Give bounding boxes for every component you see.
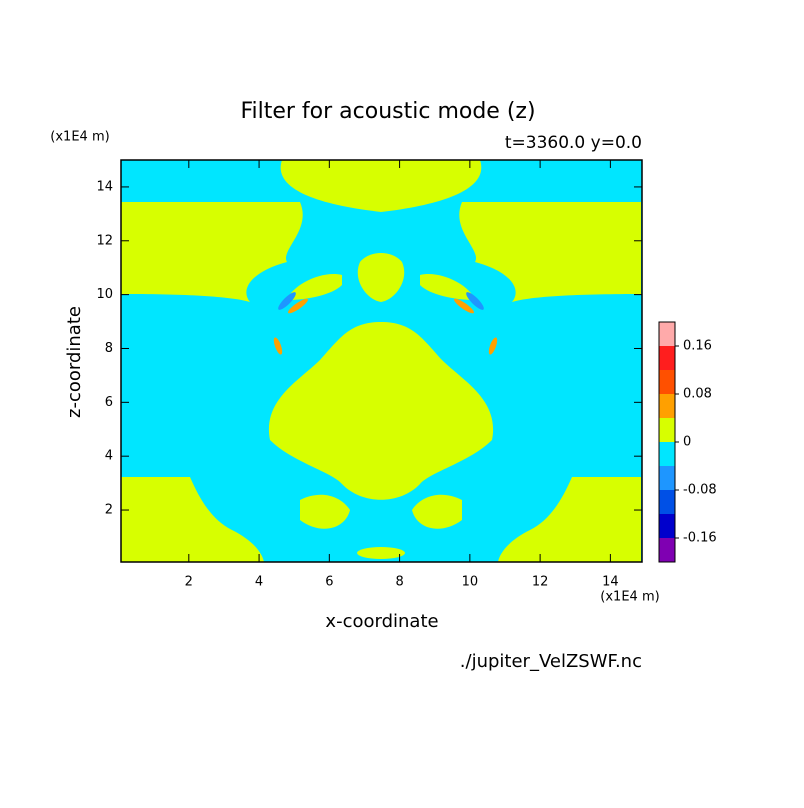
contour-region (454, 298, 474, 314)
y-tick-label: 14 (96, 179, 113, 194)
contour-region (357, 547, 405, 559)
colorbar-band (659, 418, 675, 442)
colorbar-band (659, 538, 675, 562)
x-tick-label: 4 (255, 575, 263, 590)
contour-region (287, 253, 475, 302)
contour-region (288, 298, 308, 314)
contour-region (121, 202, 303, 302)
colorbar-band (659, 394, 675, 418)
x-axis-title: x-coordinate (325, 611, 438, 632)
plot-frame (120, 159, 643, 563)
colorbar-band (659, 490, 675, 514)
y-axis-title: z-coordinate (64, 306, 85, 418)
subtitle: t=3360.0 y=0.0 (505, 133, 642, 153)
contour-region (121, 477, 264, 562)
contour-region (278, 292, 296, 310)
colorbar-band (659, 466, 675, 490)
colorbar-tick-label: 0.08 (683, 387, 712, 402)
contour-region (459, 202, 641, 302)
source-file: ./jupiter_VelZSWF.nc (460, 651, 642, 672)
y-tick-label: 12 (96, 233, 113, 248)
colorbar-band (659, 322, 675, 346)
x-tick-label: 10 (462, 575, 479, 590)
colorbar-tick-label: 0 (683, 435, 691, 450)
x-tick-label: 12 (532, 575, 549, 590)
x-unit: (x1E4 m) (600, 590, 659, 605)
colorbar-band (659, 442, 675, 466)
y-unit: (x1E4 m) (50, 130, 109, 145)
contour-region (488, 337, 498, 355)
colorbar-tick-label: -0.08 (683, 483, 717, 498)
x-tick-label: 8 (395, 575, 403, 590)
contour-region (273, 337, 283, 355)
y-tick-label: 4 (105, 449, 113, 464)
contour-region (498, 477, 641, 562)
y-tick-label: 2 (105, 503, 113, 518)
colorbar-band (659, 514, 675, 538)
colorbar-band (659, 346, 675, 370)
contour-region (268, 322, 494, 500)
contour-region (300, 494, 462, 529)
chart-title: Filter for acoustic mode (z) (240, 99, 535, 124)
contour-field (121, 160, 642, 562)
contour-region (466, 292, 484, 310)
x-tick-label: 2 (185, 575, 193, 590)
y-tick-label: 8 (105, 341, 113, 356)
y-tick-label: 10 (96, 287, 113, 302)
x-tick-label: 14 (602, 575, 619, 590)
contour-region (280, 160, 482, 212)
colorbar-band (659, 370, 675, 394)
x-tick-label: 6 (325, 575, 333, 590)
y-tick-label: 6 (105, 395, 113, 410)
colorbar-tick-label: -0.16 (683, 531, 717, 546)
colorbar-tick-label: 0.16 (683, 339, 712, 354)
